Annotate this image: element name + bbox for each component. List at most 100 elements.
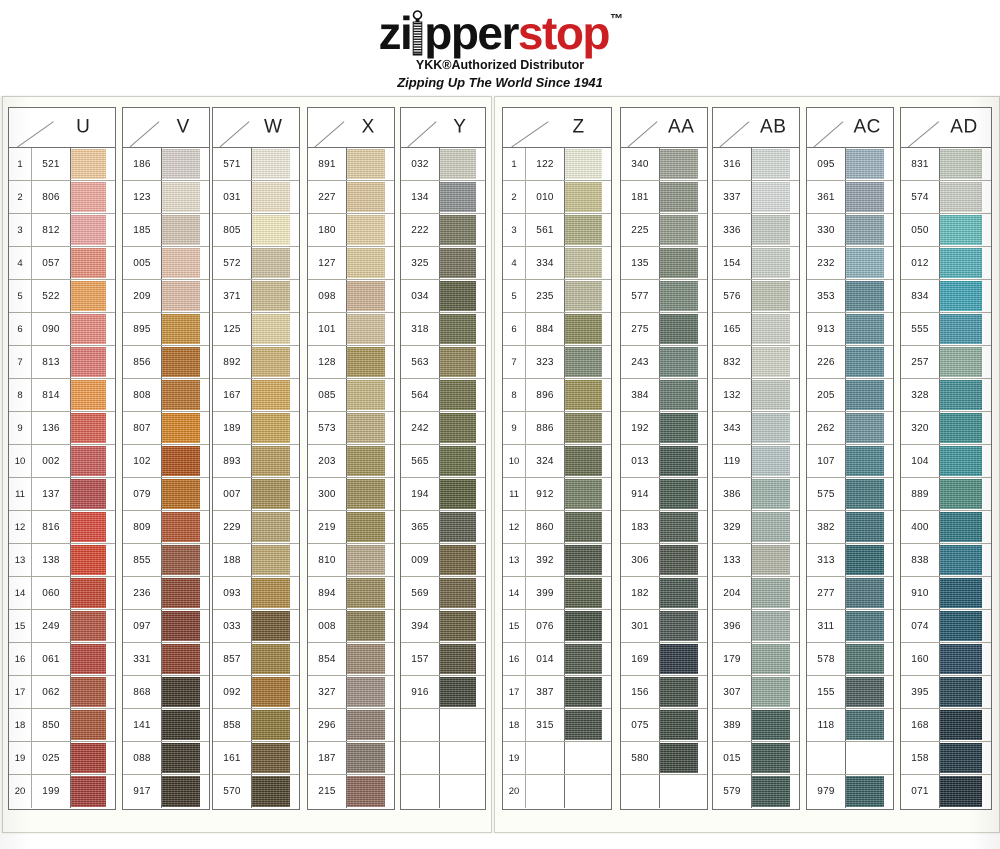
- color-swatch[interactable]: [846, 412, 893, 444]
- color-swatch[interactable]: [162, 610, 209, 642]
- table-row[interactable]: 031: [213, 181, 299, 214]
- color-swatch[interactable]: [660, 181, 707, 213]
- table-row[interactable]: 382: [807, 511, 893, 544]
- color-swatch[interactable]: [71, 544, 115, 576]
- color-swatch[interactable]: [565, 379, 611, 411]
- color-swatch[interactable]: [846, 676, 893, 708]
- color-swatch[interactable]: [252, 676, 299, 708]
- color-swatch[interactable]: [347, 544, 394, 576]
- table-row[interactable]: 891: [308, 148, 394, 181]
- table-row[interactable]: 371: [213, 280, 299, 313]
- table-row[interactable]: 242: [401, 412, 485, 445]
- color-swatch[interactable]: [71, 577, 115, 609]
- table-row[interactable]: 301: [621, 610, 707, 643]
- color-swatch[interactable]: [440, 478, 485, 510]
- table-row[interactable]: 577: [621, 280, 707, 313]
- table-row[interactable]: 9 886: [503, 412, 611, 445]
- table-row[interactable]: 154: [713, 247, 799, 280]
- table-row[interactable]: 838: [901, 544, 991, 577]
- color-swatch[interactable]: [71, 709, 115, 741]
- table-row[interactable]: 910: [901, 577, 991, 610]
- color-swatch[interactable]: [940, 247, 991, 279]
- table-row[interactable]: 128: [308, 346, 394, 379]
- table-row[interactable]: 262: [807, 412, 893, 445]
- table-row[interactable]: 205: [807, 379, 893, 412]
- table-row[interactable]: 807: [123, 412, 209, 445]
- color-swatch[interactable]: [252, 742, 299, 774]
- color-swatch[interactable]: [440, 313, 485, 345]
- color-swatch[interactable]: [752, 214, 799, 246]
- table-row[interactable]: 012: [901, 247, 991, 280]
- color-swatch[interactable]: [752, 478, 799, 510]
- color-swatch[interactable]: [71, 676, 115, 708]
- table-row[interactable]: 361: [807, 181, 893, 214]
- table-row[interactable]: 1 122: [503, 148, 611, 181]
- table-row[interactable]: 14 399: [503, 577, 611, 610]
- color-swatch[interactable]: [752, 676, 799, 708]
- table-row[interactable]: 203: [308, 445, 394, 478]
- table-row[interactable]: 179: [713, 643, 799, 676]
- color-swatch[interactable]: [71, 280, 115, 312]
- color-swatch[interactable]: [846, 148, 893, 180]
- color-swatch[interactable]: [565, 676, 611, 708]
- color-swatch[interactable]: [252, 412, 299, 444]
- table-row[interactable]: 6 884: [503, 313, 611, 346]
- table-row[interactable]: 226: [807, 346, 893, 379]
- color-swatch[interactable]: [347, 577, 394, 609]
- table-row[interactable]: 229: [213, 511, 299, 544]
- table-row[interactable]: 098: [308, 280, 394, 313]
- table-row[interactable]: 400: [901, 511, 991, 544]
- table-row[interactable]: 222: [401, 214, 485, 247]
- table-row[interactable]: 895: [123, 313, 209, 346]
- color-swatch[interactable]: [347, 412, 394, 444]
- table-row[interactable]: 20: [503, 775, 611, 808]
- table-row[interactable]: 854: [308, 643, 394, 676]
- table-row[interactable]: 893: [213, 445, 299, 478]
- color-swatch[interactable]: [660, 643, 707, 675]
- color-swatch[interactable]: [940, 610, 991, 642]
- table-row[interactable]: 225: [621, 214, 707, 247]
- color-swatch[interactable]: [347, 148, 394, 180]
- table-row[interactable]: 306: [621, 544, 707, 577]
- table-row[interactable]: 071: [901, 775, 991, 808]
- color-swatch[interactable]: [347, 181, 394, 213]
- table-row[interactable]: 571: [213, 148, 299, 181]
- table-row[interactable]: [401, 742, 485, 775]
- color-swatch[interactable]: [752, 280, 799, 312]
- color-swatch[interactable]: [71, 610, 115, 642]
- table-row[interactable]: 805: [213, 214, 299, 247]
- table-row[interactable]: 5 522: [9, 280, 115, 313]
- color-swatch[interactable]: [660, 709, 707, 741]
- table-row[interactable]: 125: [213, 313, 299, 346]
- color-swatch[interactable]: [440, 610, 485, 642]
- color-swatch[interactable]: [440, 247, 485, 279]
- table-row[interactable]: 013: [621, 445, 707, 478]
- table-row[interactable]: 156: [621, 676, 707, 709]
- table-row[interactable]: 12 860: [503, 511, 611, 544]
- table-row[interactable]: 19: [503, 742, 611, 775]
- color-swatch[interactable]: [940, 148, 991, 180]
- table-row[interactable]: 18 315: [503, 709, 611, 742]
- color-swatch[interactable]: [252, 709, 299, 741]
- table-row[interactable]: 5 235: [503, 280, 611, 313]
- table-row[interactable]: 007: [213, 478, 299, 511]
- color-swatch[interactable]: [71, 313, 115, 345]
- color-swatch[interactable]: [660, 313, 707, 345]
- table-row[interactable]: 236: [123, 577, 209, 610]
- color-swatch[interactable]: [440, 280, 485, 312]
- table-row[interactable]: 858: [213, 709, 299, 742]
- table-row[interactable]: 185: [123, 214, 209, 247]
- color-swatch[interactable]: [846, 610, 893, 642]
- color-swatch[interactable]: [162, 643, 209, 675]
- table-row[interactable]: 868: [123, 676, 209, 709]
- color-swatch[interactable]: [440, 775, 485, 808]
- table-row[interactable]: 192: [621, 412, 707, 445]
- color-swatch[interactable]: [440, 148, 485, 180]
- color-swatch[interactable]: [347, 676, 394, 708]
- table-row[interactable]: 194: [401, 478, 485, 511]
- color-swatch[interactable]: [565, 742, 611, 774]
- color-swatch[interactable]: [752, 511, 799, 543]
- color-swatch[interactable]: [752, 544, 799, 576]
- color-swatch[interactable]: [660, 544, 707, 576]
- table-row[interactable]: 327: [308, 676, 394, 709]
